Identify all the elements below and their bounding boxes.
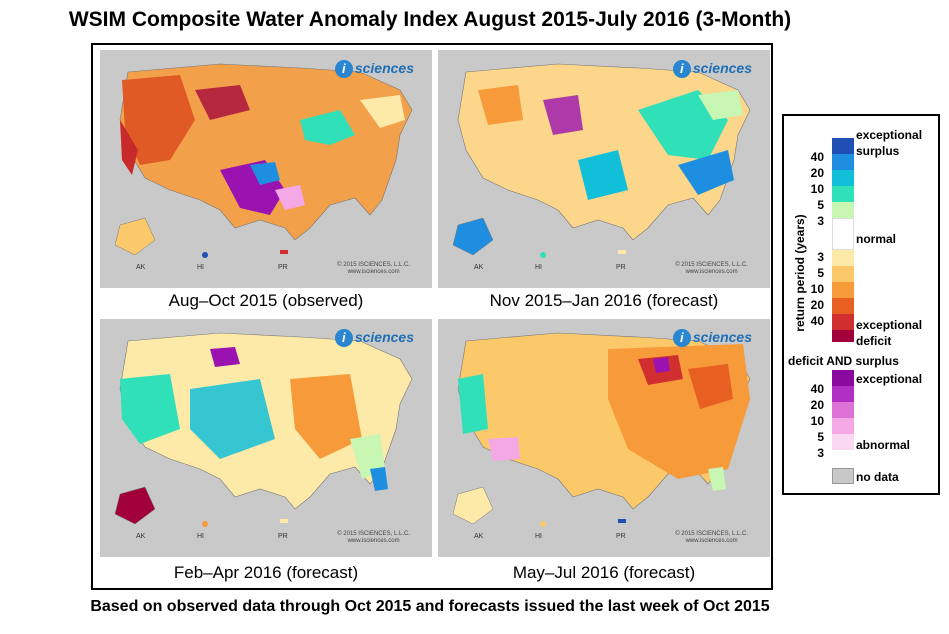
swatch-nodata xyxy=(832,468,854,484)
map-panel-4: i sciences AK HI PR © 2015 ISCIENCES, L.L… xyxy=(438,319,770,557)
swatch-surplus-20 xyxy=(832,154,854,170)
swatch-normal xyxy=(832,218,854,250)
tick-deficit-3: 3 xyxy=(817,250,824,264)
tick-deficit-5: 5 xyxy=(817,266,824,280)
us-map-1 xyxy=(114,63,413,258)
isciences-logo: i sciences xyxy=(334,329,414,347)
legend-surplus-label-1: exceptional xyxy=(856,128,923,142)
swatch-deficit-10 xyxy=(832,282,854,298)
tick-surplus-40: 40 xyxy=(810,150,824,164)
swatch-both-20 xyxy=(832,386,854,402)
swatch-deficit-5 xyxy=(832,266,854,282)
us-map-3 xyxy=(114,332,413,527)
swatch-both-10 xyxy=(832,402,854,418)
swatch-surplus-40 xyxy=(832,138,854,154)
region-label-pr: PR xyxy=(278,264,288,271)
region-label-ak: AK xyxy=(136,533,146,540)
tick-surplus-3: 3 xyxy=(817,214,824,228)
page-title: WSIM Composite Water Anomaly Index Augus… xyxy=(68,8,792,31)
footer-note: Based on observed data through Oct 2015 … xyxy=(90,598,770,615)
region-label-ak: AK xyxy=(136,264,146,271)
swatch-deficit-3 xyxy=(832,250,854,266)
copyright-note: © 2015 ISCIENCES, L.L.C. www.isciences.co… xyxy=(675,262,748,275)
region-label-pr: PR xyxy=(616,533,626,540)
tick-both-10: 10 xyxy=(810,414,824,428)
swatch-both-3 xyxy=(832,434,854,450)
isciences-logo: i sciences xyxy=(672,329,752,347)
copyright-note: © 2015 ISCIENCES, L.L.C. www.isciences.co… xyxy=(675,531,748,544)
region-label-hi: HI xyxy=(535,533,542,540)
copyright-note: © 2015 ISCIENCES, L.L.C. www.isciences.co… xyxy=(337,531,410,544)
caption-panel-3: Feb–Apr 2016 (forecast) xyxy=(173,563,359,582)
copyright-note: © 2015 ISCIENCES, L.L.C. www.isciences.co… xyxy=(337,262,410,275)
maps-frame: i sciences AK HI PR © 2015 ISCIENCES, L.L… xyxy=(91,43,773,590)
legend-surplus-label-2: surplus xyxy=(856,144,900,158)
tick-deficit-20: 20 xyxy=(810,298,824,312)
tick-surplus-20: 20 xyxy=(810,166,824,180)
swatch-deficit-40 xyxy=(832,314,854,330)
legend-deficit-label-2: deficit xyxy=(856,334,892,348)
tick-surplus-10: 10 xyxy=(810,182,824,196)
tick-both-5: 5 xyxy=(817,430,824,444)
caption-panel-2: Nov 2015–Jan 2016 (forecast) xyxy=(489,291,719,310)
region-label-pr: PR xyxy=(278,533,288,540)
legend-both-header: deficit AND surplus xyxy=(788,354,899,368)
map-panel-3: i sciences AK HI PR © 2015 ISCIENCES, L.L… xyxy=(100,319,432,557)
region-label-pr: PR xyxy=(616,264,626,271)
region-label-ak: AK xyxy=(474,264,484,271)
caption-panel-1: Aug–Oct 2015 (observed) xyxy=(168,291,364,310)
tick-both-40: 40 xyxy=(810,382,824,396)
legend-nodata-label: no data xyxy=(856,470,899,484)
isciences-logo: i sciences xyxy=(334,60,414,78)
us-map-4 xyxy=(452,332,751,527)
legend-deficit-label-1: exceptional xyxy=(856,318,923,332)
map-panel-2: i sciences AK HI PR © 2015 ISCIENCES, L.L… xyxy=(438,50,770,288)
swatch-deficit-extreme xyxy=(832,330,854,342)
legend-both-top-label: exceptional xyxy=(856,372,923,386)
legend-normal-label: normal xyxy=(856,232,897,246)
region-label-hi: HI xyxy=(535,264,542,271)
swatch-surplus-3 xyxy=(832,202,854,218)
swatch-surplus-5 xyxy=(832,186,854,202)
legend: return period (years) exceptional surplu… xyxy=(782,114,940,495)
swatch-both-40 xyxy=(832,370,854,386)
swatch-both-5 xyxy=(832,418,854,434)
region-label-ak: AK xyxy=(474,533,484,540)
tick-both-3: 3 xyxy=(817,446,824,460)
swatch-surplus-10 xyxy=(832,170,854,186)
tick-surplus-5: 5 xyxy=(817,198,824,212)
tick-deficit-10: 10 xyxy=(810,282,824,296)
swatch-deficit-20 xyxy=(832,298,854,314)
tick-deficit-40: 40 xyxy=(810,314,824,328)
tick-both-20: 20 xyxy=(810,398,824,412)
isciences-logo: i sciences xyxy=(672,60,752,78)
us-map-2 xyxy=(452,63,751,258)
caption-panel-4: May–Jul 2016 (forecast) xyxy=(512,563,696,582)
legend-both-bottom-label: abnormal xyxy=(856,438,911,452)
region-label-hi: HI xyxy=(197,533,204,540)
region-label-hi: HI xyxy=(197,264,204,271)
map-panel-1: i sciences AK HI PR © 2015 ISCIENCES, L.L… xyxy=(100,50,432,288)
